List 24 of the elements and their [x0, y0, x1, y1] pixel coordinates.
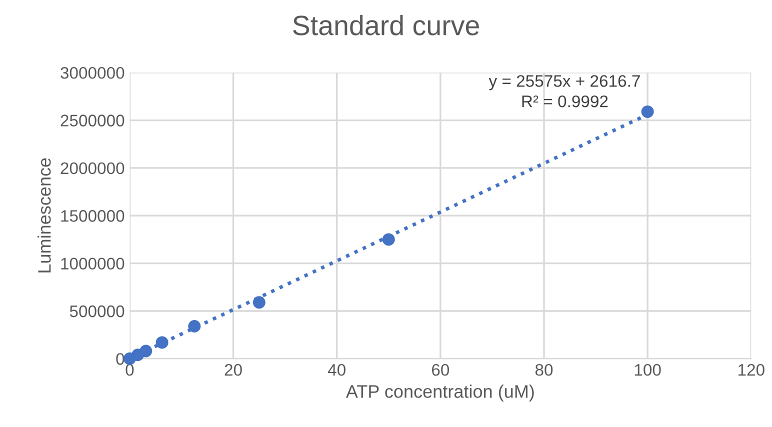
x-tick-label: 0	[126, 364, 134, 376]
x-tick-label: 20	[224, 364, 242, 376]
point	[123, 352, 136, 365]
point	[156, 336, 168, 349]
x-tick-label: 120	[738, 364, 764, 376]
y-tick-label: 3000000	[60, 66, 124, 79]
point	[188, 320, 201, 333]
x-tick-label: 100	[634, 364, 661, 376]
y-axis-title: Luminescence	[38, 158, 51, 272]
y-tick-label: 0	[116, 353, 124, 365]
chart-title: Standard curve	[293, 14, 479, 36]
annotation: y = 25575x + 2616.7 R² = 0.9992	[488, 75, 640, 108]
point	[641, 105, 654, 118]
point	[252, 296, 266, 309]
y-tick-label: 1000000	[61, 258, 124, 270]
y-tick-label: 2500000	[60, 114, 124, 126]
x-tick-label: 60	[432, 364, 450, 376]
x-axis-title: ATP concentration (uM)	[346, 384, 534, 402]
x-tick-label: 40	[328, 364, 346, 376]
x-tick-label: 80	[535, 364, 553, 376]
y-tick-label: 2000000	[60, 162, 124, 174]
y-tick-label: 1500000	[61, 210, 124, 222]
point	[382, 233, 395, 246]
y-tick-label: 500000	[70, 305, 124, 318]
